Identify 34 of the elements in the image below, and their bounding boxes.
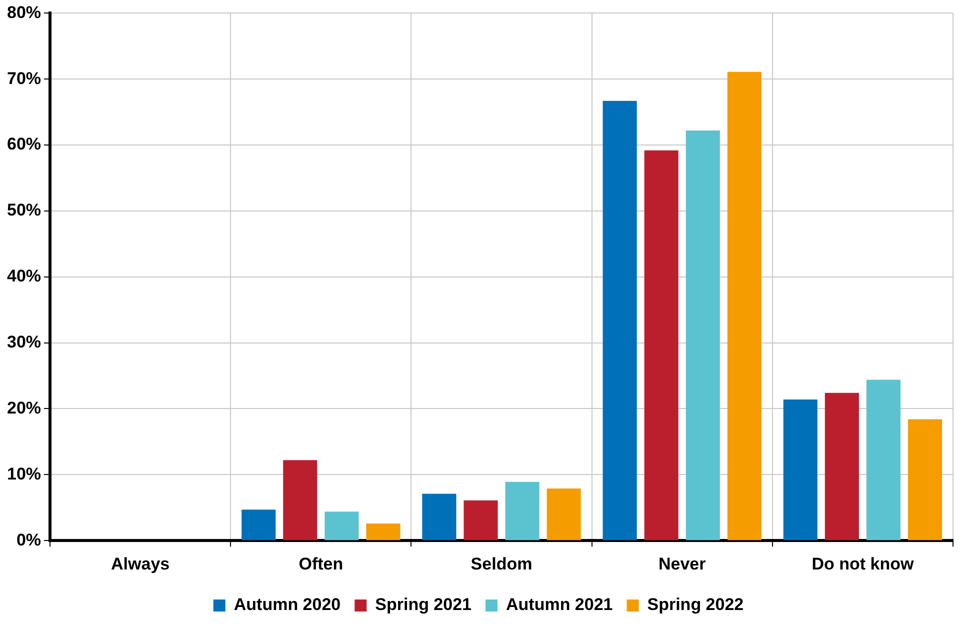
bar [727, 72, 762, 540]
y-tick-label: 50% [6, 200, 42, 220]
y-tick-label: 0% [16, 530, 42, 550]
y-tick-label: 30% [6, 332, 42, 352]
y-tick-label: 60% [6, 134, 42, 154]
bar [242, 510, 276, 540]
x-tick-label: Never [658, 554, 706, 574]
bar [505, 482, 540, 540]
x-tick-label: Do not know [812, 554, 914, 574]
x-tick-label: Often [298, 554, 344, 574]
bar [422, 494, 456, 540]
y-tick-label: 10% [6, 464, 42, 484]
bar [324, 512, 359, 540]
bar [908, 419, 942, 540]
legend-label: Autumn 2021 [506, 595, 613, 614]
bar [824, 392, 859, 540]
bar [644, 150, 678, 540]
bar [464, 500, 498, 540]
bar [686, 130, 720, 540]
bar [366, 523, 400, 540]
bar [546, 488, 581, 540]
y-tick-label: 20% [6, 398, 42, 418]
bar [283, 460, 318, 540]
legend-label: Spring 2022 [647, 595, 744, 614]
bar [866, 380, 900, 540]
bar [602, 100, 637, 540]
y-tick-label: 80% [6, 2, 42, 22]
y-tick-label: 70% [6, 68, 42, 88]
y-tick-label: 40% [6, 266, 42, 286]
x-tick-label: Seldom [470, 554, 532, 574]
bar [783, 400, 818, 540]
legend-label: Autumn 2020 [234, 595, 341, 614]
x-tick-label: Always [111, 554, 170, 574]
legend-label: Spring 2021 [375, 595, 472, 614]
